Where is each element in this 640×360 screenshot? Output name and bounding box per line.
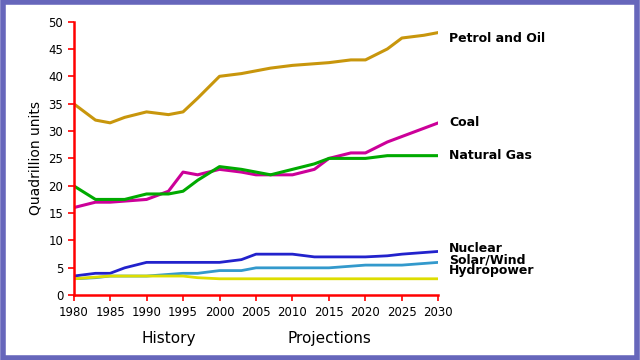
Text: Solar/Wind: Solar/Wind	[449, 253, 526, 266]
Text: Petrol and Oil: Petrol and Oil	[449, 32, 545, 45]
Y-axis label: Quadrillion units: Quadrillion units	[29, 102, 43, 215]
Text: Natural Gas: Natural Gas	[449, 149, 532, 162]
Text: History: History	[141, 330, 196, 346]
Text: Hydropower: Hydropower	[449, 264, 535, 277]
Text: Nuclear: Nuclear	[449, 242, 503, 255]
Text: Coal: Coal	[449, 116, 479, 129]
Text: Projections: Projections	[287, 330, 371, 346]
